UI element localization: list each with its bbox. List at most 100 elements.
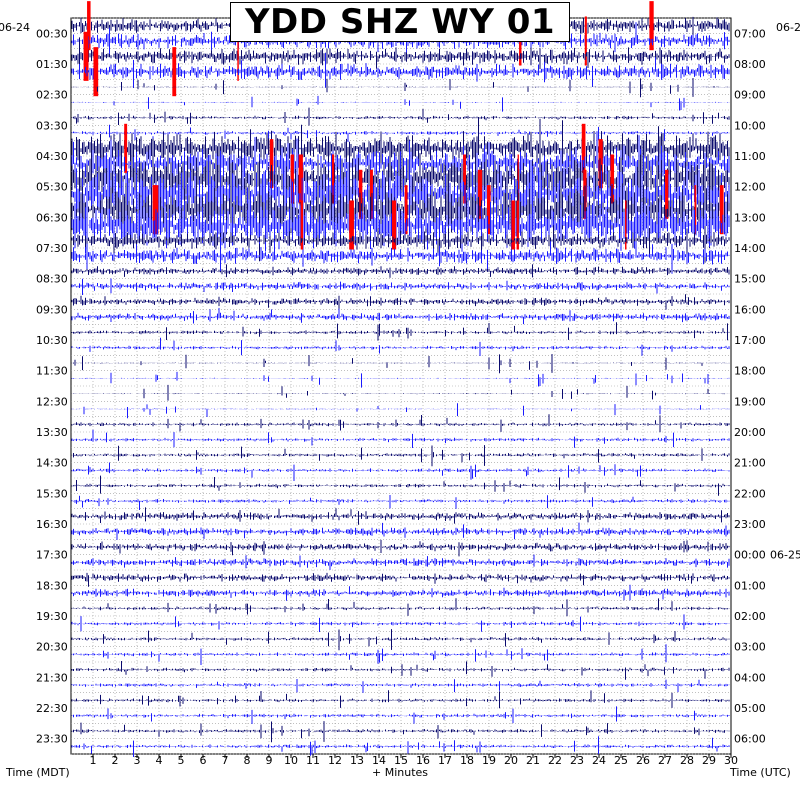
trace-line [71,278,730,295]
trace-line [71,78,730,98]
right-time-label: 06:00 [734,733,766,746]
clipped-segment [83,31,89,81]
left-time-label: 04:30 [36,150,68,163]
left-time-label: 13:30 [36,426,68,439]
clipped-segment [392,200,397,250]
x-axis-ticks: 1 2 3 4 5 6 7 8 9 10 11 12 13 14 15 16 17 18 19 20 21 22 23 24 2… [90,754,738,767]
x-tick-label: 5 [178,754,185,767]
clipped-segment [369,169,373,219]
clipped-segment [358,169,363,219]
right-time-label: 00:00 [734,549,766,562]
x-tick-label: 12 [328,754,342,767]
trace-line [71,371,730,388]
right-time-label: 13:00 [734,211,766,224]
x-tick-label: 13 [350,754,364,767]
clipped-segment [290,154,294,204]
trace-line [71,475,730,496]
x-tick-label: 10 [284,754,298,767]
trace-line [71,706,730,724]
trace-line [71,228,730,257]
x-tick-label: 26 [636,754,650,767]
trace-line [71,322,730,341]
clipped-segment [477,169,483,219]
clipped-segment [124,123,128,173]
right-time-label: 11:00 [734,150,766,163]
left-time-label: 05:30 [36,181,68,194]
clipped-segment [349,200,354,250]
x-tick-label: 7 [222,754,229,767]
right-time-label: 01:00 [734,579,766,592]
trace-line [71,337,730,356]
trace-line [71,237,730,274]
left-axis-label: Time (MDT) [5,766,70,779]
right-time-label: 18:00 [734,365,766,378]
clipped-segment [581,123,586,173]
x-tick-label: 11 [306,754,320,767]
left-time-label: 02:30 [36,89,68,102]
left-time-label: 00:30 [36,27,68,40]
clipped-segment [649,1,654,51]
grid-lines [71,17,731,755]
x-tick-label: 25 [614,754,628,767]
x-tick-label: 17 [438,754,452,767]
left-time-label: 07:30 [36,242,68,255]
x-axis-label: + Minutes [372,766,428,779]
x-tick-label: 2 [112,754,119,767]
right-time-label: 22:00 [734,487,766,500]
right-time-label: 07:00 [734,27,766,40]
clipped-segment [331,154,335,204]
right-time-label: 08:00 [734,58,766,71]
right-time-label: 02:00 [734,610,766,623]
clipped-segment [93,47,99,97]
trace-line [71,554,730,570]
x-tick-label: 29 [702,754,716,767]
left-time-label: 03:30 [36,119,68,132]
trace-line [71,644,730,665]
left-time-label: 08:30 [36,273,68,286]
left-time-label: 12:30 [36,395,68,408]
clipped-segment [298,154,303,204]
x-tick-label: 27 [658,754,672,767]
right-time-label: 15:00 [734,273,766,286]
x-tick-label: 9 [266,754,273,767]
x-tick-label: 22 [548,754,562,767]
right-date-label-top: 06-24 [776,21,800,34]
trace-line [71,165,730,272]
trace-line [71,414,730,433]
trace-line [71,507,730,525]
clipped-segment [404,185,408,235]
trace-line [71,307,730,325]
x-tick-label: 23 [570,754,584,767]
x-tick-label: 14 [372,754,386,767]
x-tick-label: 19 [482,754,496,767]
right-time-label: 20:00 [734,426,766,439]
left-time-label: 19:30 [36,610,68,623]
right-time-label: 12:00 [734,181,766,194]
right-time-label: 04:00 [734,671,766,684]
left-time-label: 23:30 [36,733,68,746]
left-time-label: 15:30 [36,487,68,500]
left-time-label: 20:30 [36,641,68,654]
trace-line [71,354,730,374]
trace-line [71,95,730,112]
clipped-segment [301,169,304,219]
x-tick-label: 8 [244,754,251,767]
trace-line [71,294,730,310]
left-time-label: 10:30 [36,334,68,347]
clipped-segment [511,200,515,250]
clipped-segment [625,200,627,250]
trace-line [71,614,730,632]
x-tick-label: 15 [394,754,408,767]
right-time-label: 16:00 [734,303,766,316]
trace-line [71,445,730,467]
right-time-label: 05:00 [734,702,766,715]
trace-line [71,629,730,651]
trace-line [71,384,730,401]
clipped-segment [516,200,519,250]
trace-line [71,462,730,481]
x-tick-label: 4 [156,754,163,767]
clipped-segment [87,1,91,51]
clipped-segment [300,200,304,250]
trace-line [71,107,730,126]
